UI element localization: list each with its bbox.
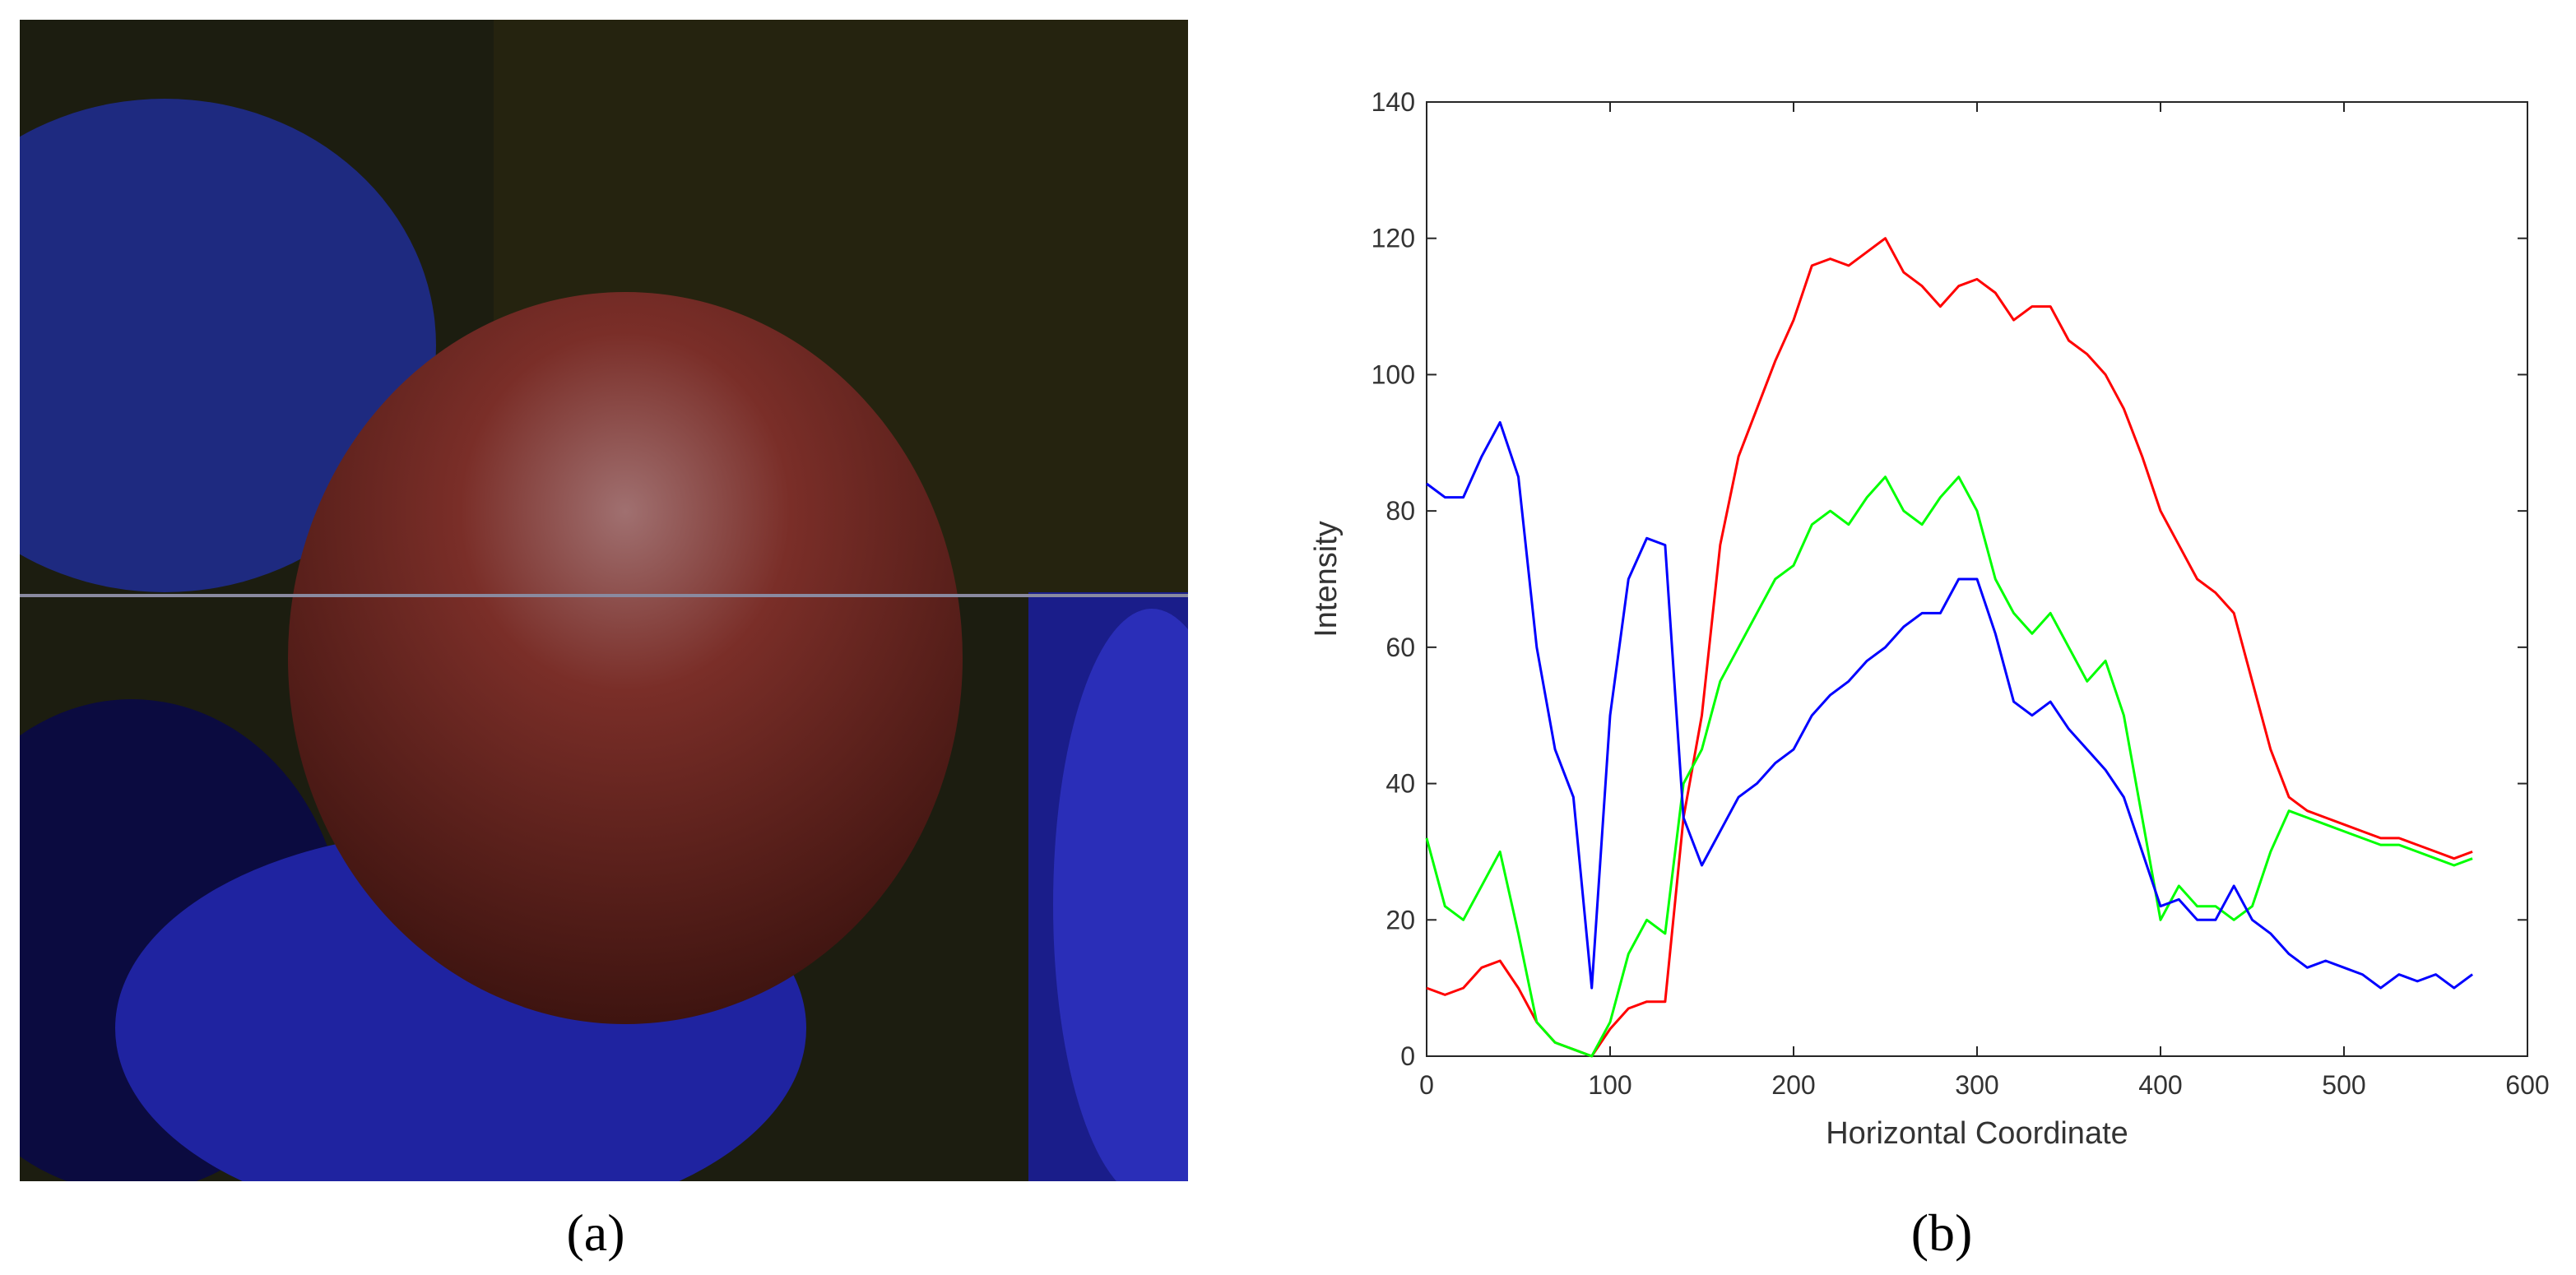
- caption: (a): [566, 1203, 624, 1262]
- y-tick-label: 20: [1385, 905, 1415, 934]
- x-tick-label: 100: [1588, 1070, 1631, 1100]
- x-tick-label: 0: [1419, 1070, 1434, 1100]
- x-tick-label: 600: [2505, 1070, 2549, 1100]
- x-tick-label: 300: [1955, 1070, 1998, 1100]
- x-axis-label: Horizontal Coordinate: [1826, 1116, 2128, 1151]
- x-tick-label: 200: [1771, 1070, 1815, 1100]
- y-tick-label: 0: [1400, 1041, 1415, 1071]
- chart: 0 20 40 60 80 100 120 140 0 100 200 300 400 500 600 Hor…: [1309, 87, 2550, 1151]
- y-tick-label: 40: [1385, 769, 1415, 799]
- y-tick-label: 120: [1372, 224, 1415, 253]
- series-line: [1426, 420, 2473, 990]
- series-line: [1425, 475, 2473, 1058]
- caption: (b): [1911, 1203, 1973, 1262]
- x-tick-label: 500: [2322, 1070, 2365, 1100]
- y-tick-label: 100: [1372, 359, 1415, 389]
- y-tick-label: 140: [1372, 87, 1415, 117]
- y-tick-label: 80: [1385, 496, 1415, 526]
- y-tick-label: 60: [1385, 633, 1415, 662]
- x-tick-label: 400: [2138, 1070, 2182, 1100]
- photo: [20, 20, 1188, 1181]
- series-line: [1426, 237, 2473, 1058]
- y-axis-label: Intensity: [1309, 521, 1344, 638]
